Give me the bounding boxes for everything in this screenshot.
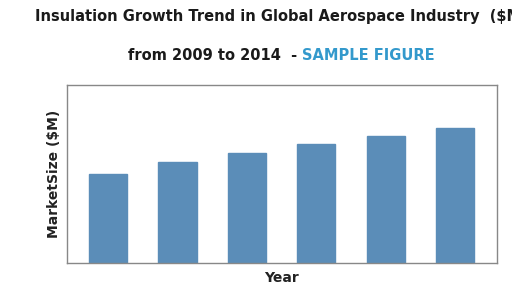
Bar — [436, 128, 474, 263]
Text: from 2009 to 2014  - SAMPLE FIGURE: from 2009 to 2014 - SAMPLE FIGURE — [128, 48, 435, 63]
Bar — [159, 162, 197, 263]
Bar — [228, 153, 266, 263]
Bar — [89, 174, 127, 263]
Bar — [367, 137, 404, 263]
Text: SAMPLE FIGURE: SAMPLE FIGURE — [303, 48, 435, 63]
Text: from 2009 to 2014  -: from 2009 to 2014 - — [128, 48, 303, 63]
Y-axis label: MarketSize ($M): MarketSize ($M) — [47, 110, 61, 238]
Bar — [297, 144, 335, 263]
Text: Insulation Growth Trend in Global Aerospace Industry  ($M): Insulation Growth Trend in Global Aerosp… — [35, 9, 512, 24]
X-axis label: Year: Year — [264, 271, 299, 285]
